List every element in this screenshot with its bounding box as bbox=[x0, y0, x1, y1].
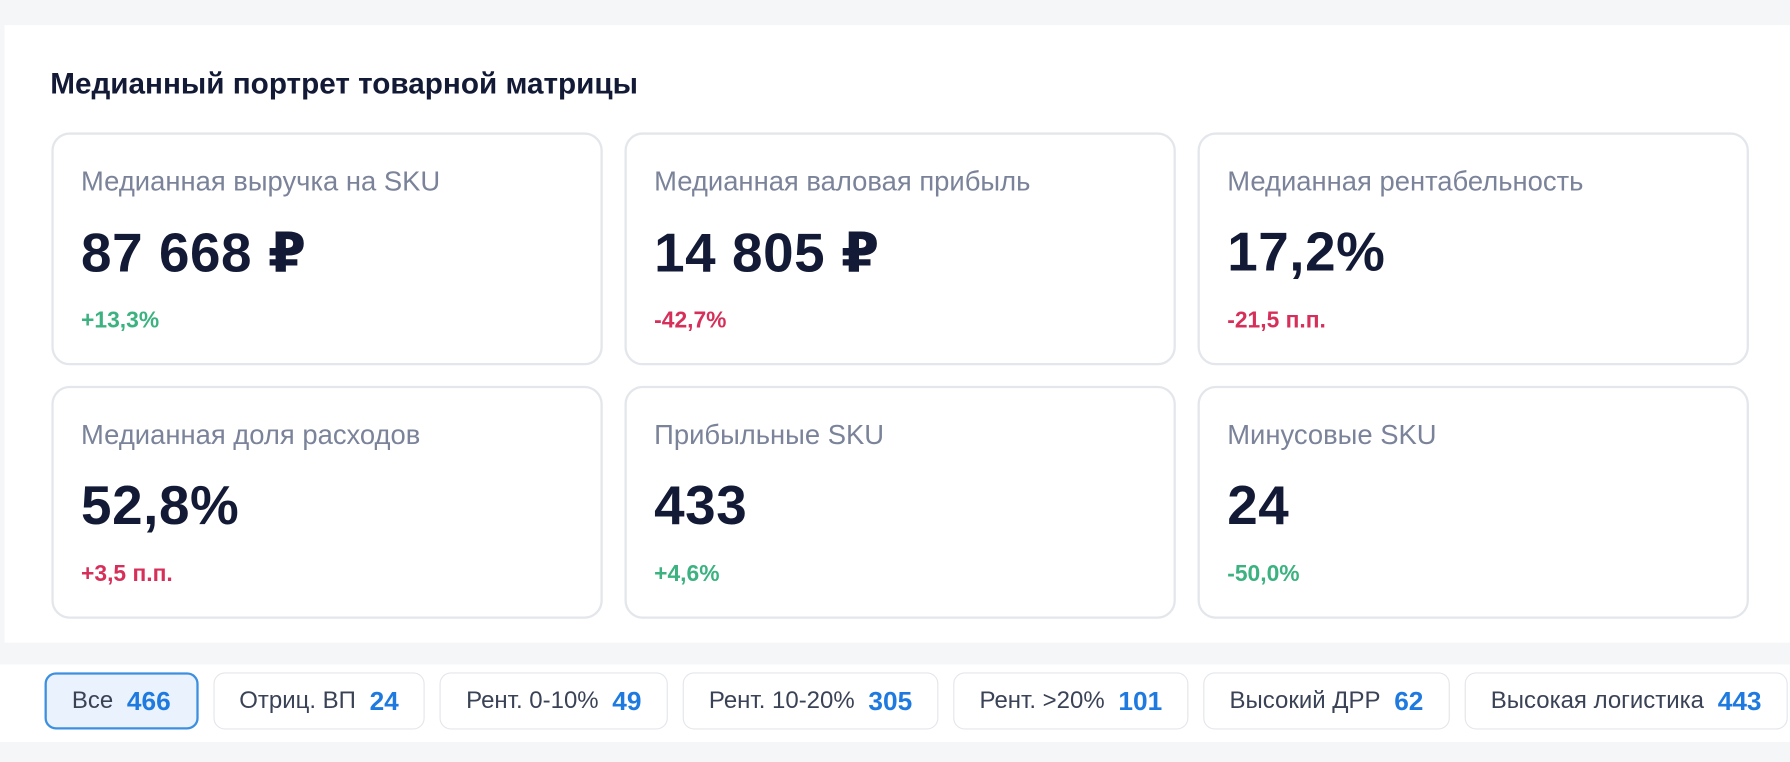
filter-count: 49 bbox=[612, 685, 642, 716]
metric-label: Минусовые SKU bbox=[1227, 420, 1437, 451]
metric-delta: +4,6% bbox=[654, 561, 720, 587]
metric-card: Медианная доля расходов 52,8% +3,5 п.п. bbox=[51, 385, 603, 619]
panel: Медианный портрет товарной матрицы Медиа… bbox=[4, 25, 1790, 643]
filter-list: Все 466 Отриц. ВП 24 Рент. 0-10% 49 Рент. 10-2… bbox=[44, 672, 1788, 730]
filter-count: 101 bbox=[1118, 685, 1163, 716]
metric-label: Медианная рентабельность bbox=[1227, 166, 1584, 198]
metric-card: Минусовые SKU 24 -50,0% bbox=[1197, 385, 1749, 619]
metric-card: Медианная рентабельность 17,2% -21,5 п.п. bbox=[1197, 132, 1749, 366]
filter-chip[interactable]: Отриц. ВП 24 bbox=[212, 672, 426, 730]
metric-label: Медианная доля расходов bbox=[81, 420, 421, 451]
metric-value: 433 bbox=[654, 476, 748, 537]
filter-label: Рент. >20% bbox=[979, 687, 1105, 714]
metric-value: 87 668 ₽ bbox=[81, 223, 307, 285]
metric-value: 52,8% bbox=[81, 476, 240, 537]
filter-chip[interactable]: Высокий ДРР 62 bbox=[1203, 672, 1450, 730]
filter-count: 305 bbox=[868, 685, 913, 716]
filter-label: Все bbox=[71, 687, 114, 714]
filter-chip[interactable]: Рент. >20% 101 bbox=[953, 672, 1189, 730]
metric-value: 14 805 ₽ bbox=[654, 223, 880, 285]
metric-label: Медианная валовая прибыль bbox=[654, 166, 1031, 198]
metric-card: Медианная выручка на SKU 87 668 ₽ +13,3% bbox=[51, 132, 603, 366]
metric-delta: +3,5 п.п. bbox=[81, 561, 173, 587]
metric-value: 24 bbox=[1227, 476, 1290, 537]
filter-bar: Все 466 Отриц. ВП 24 Рент. 0-10% 49 Рент. 10-2… bbox=[0, 664, 1790, 743]
metric-delta: -21,5 п.п. bbox=[1227, 308, 1326, 334]
filter-label: Рент. 0-10% bbox=[466, 687, 599, 714]
metric-label: Медианная выручка на SKU bbox=[81, 166, 441, 198]
filter-label: Отриц. ВП bbox=[239, 687, 356, 714]
filter-chip[interactable]: Рент. 0-10% 49 bbox=[439, 672, 668, 730]
filter-label: Высокий ДРР bbox=[1229, 687, 1381, 714]
filter-chip[interactable]: Все 466 bbox=[44, 672, 199, 730]
filter-chip[interactable]: Высокая логистика 443 bbox=[1464, 672, 1788, 730]
filter-count: 443 bbox=[1717, 685, 1762, 716]
metric-delta: -42,7% bbox=[654, 308, 727, 334]
panel-title: Медианный портрет товарной матрицы bbox=[50, 66, 639, 101]
filter-label: Высокая логистика bbox=[1490, 687, 1705, 714]
filter-chip[interactable]: Рент. 10-20% 305 bbox=[682, 672, 939, 730]
metric-delta: +13,3% bbox=[81, 308, 160, 334]
metric-card: Прибыльные SKU 433 +4,6% bbox=[624, 385, 1176, 619]
metric-label: Прибыльные SKU bbox=[654, 420, 885, 451]
filter-count: 62 bbox=[1394, 685, 1424, 716]
filter-label: Рент. 10-20% bbox=[708, 687, 855, 714]
metric-value: 17,2% bbox=[1227, 222, 1386, 284]
metric-card: Медианная валовая прибыль 14 805 ₽ -42,7% bbox=[624, 132, 1176, 366]
filter-count: 466 bbox=[126, 685, 171, 716]
filter-count: 24 bbox=[369, 685, 399, 716]
metric-delta: -50,0% bbox=[1227, 561, 1300, 587]
